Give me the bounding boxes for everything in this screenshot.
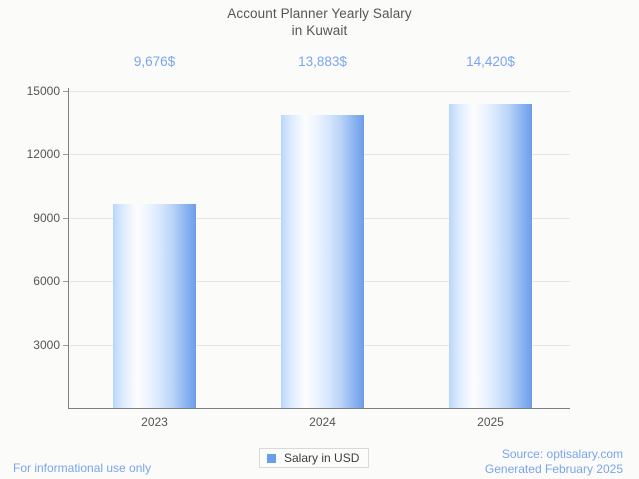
chart-title-line-2: in Kuwait	[291, 23, 348, 38]
footer-attribution: Source: optisalary.com Generated Februar…	[485, 447, 623, 477]
bar-2024[interactable]	[281, 115, 364, 408]
y-tick-mark-3000	[63, 345, 69, 346]
bar-2025[interactable]	[449, 104, 532, 408]
bar-2023[interactable]	[113, 204, 196, 408]
y-tick-label-6000: 6000	[33, 274, 60, 288]
x-tick-label-2025: 2025	[477, 415, 504, 429]
chart-title: Account Planner Yearly Salary in Kuwait	[0, 5, 639, 39]
chart-legend[interactable]: Salary in USD	[259, 448, 370, 468]
legend-label-salary-in-usd: Salary in USD	[284, 451, 360, 465]
bar-value-label-2025: 14,420$	[466, 54, 515, 69]
x-tick-label-2023: 2023	[141, 415, 168, 429]
y-tick-label-9000: 9000	[33, 211, 60, 225]
x-axis-line	[68, 408, 570, 409]
y-tick-label-15000: 15000	[26, 84, 60, 98]
y-tick-mark-6000	[63, 281, 69, 282]
chart-title-line-1: Account Planner Yearly Salary	[227, 6, 412, 21]
gridline-15000	[68, 91, 570, 92]
y-tick-label-12000: 12000	[26, 147, 60, 161]
y-axis-line	[68, 88, 69, 409]
x-tick-label-2024: 2024	[309, 415, 336, 429]
footer-source: Source: optisalary.com	[501, 447, 623, 461]
footer-disclaimer: For informational use only	[13, 461, 152, 475]
y-tick-mark-15000	[63, 91, 69, 92]
legend-swatch-salary-in-usd	[267, 453, 276, 463]
bar-value-label-2024: 13,883$	[298, 54, 347, 69]
plot-area	[68, 88, 570, 408]
footer-generated-date: Generated February 2025	[484, 462, 623, 476]
y-tick-mark-12000	[63, 154, 69, 155]
y-tick-label-3000: 3000	[33, 338, 60, 352]
y-tick-mark-9000	[63, 218, 69, 219]
bar-value-label-2023: 9,676$	[133, 54, 176, 69]
